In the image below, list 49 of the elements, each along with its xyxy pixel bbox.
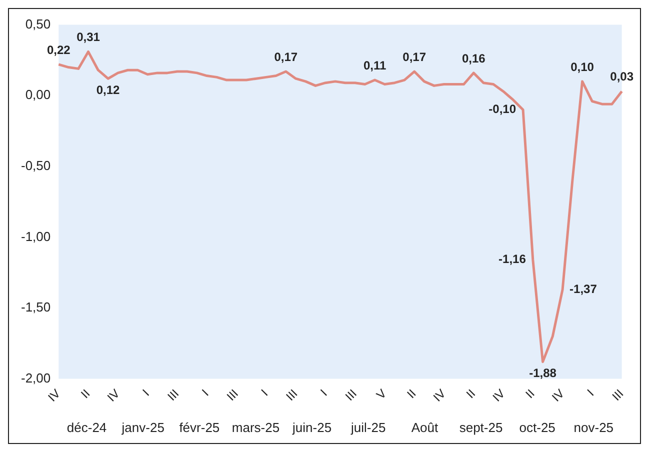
data-label: 0,17 <box>402 50 426 64</box>
data-label: 0,12 <box>96 82 120 97</box>
x-tick-label: I <box>140 386 152 399</box>
text: janv-25 <box>120 420 164 436</box>
y-tick-label: 0,50 <box>25 16 51 32</box>
x-tick-label: II <box>522 386 538 402</box>
x-tick-label: II <box>404 386 419 402</box>
data-label: -1,37 <box>570 282 598 296</box>
text: févr-25 <box>179 420 220 436</box>
text: juin-25 <box>292 420 332 436</box>
text: sept-25 <box>459 420 503 436</box>
data-label: -0,10 <box>488 102 516 116</box>
x-tick-label: I <box>258 386 271 399</box>
x-tick-label: III <box>164 386 182 404</box>
text: nov-25 <box>574 420 614 436</box>
data-label: 0,22 <box>46 42 71 57</box>
x-tick-label: IV <box>549 386 567 404</box>
x-tick-label: II <box>78 386 93 402</box>
text: juil-25 <box>350 420 386 436</box>
data-label: 0,03 <box>610 70 634 84</box>
x-tick-label: IV <box>430 386 448 404</box>
x-tick-label: IV <box>45 386 64 404</box>
y-tick-label: 0,00 <box>25 87 51 102</box>
x-tick-label: III <box>224 386 241 404</box>
x-tick-label: III <box>609 386 626 404</box>
data-label: 0,31 <box>76 30 100 44</box>
text: mars-25 <box>232 420 280 436</box>
data-label: -1,88 <box>529 366 557 380</box>
x-tick-label: I <box>199 386 212 399</box>
y-tick-label: -0,50 <box>20 158 51 173</box>
x-tick-label: II <box>463 386 478 402</box>
text: Août <box>411 420 438 436</box>
text: déc-24 <box>66 420 107 436</box>
y-tick-label: -1,50 <box>20 300 51 315</box>
data-label: 0,16 <box>462 51 486 66</box>
x-tick-label: IV <box>490 386 508 404</box>
x-tick-label: I <box>584 386 597 399</box>
x-tick-label: III <box>283 386 300 404</box>
y-tick-label: -2,00 <box>20 370 51 386</box>
x-tick-label: I <box>318 386 330 399</box>
data-label: -1,16 <box>498 252 526 266</box>
data-label: 0,10 <box>570 60 594 74</box>
y-tick-label: -1,00 <box>20 228 51 244</box>
x-tick-label: V <box>374 386 390 402</box>
data-label: 0,17 <box>274 50 298 64</box>
text: oct-25 <box>519 420 556 436</box>
x-tick-label: III <box>342 386 360 404</box>
data-label: 0,11 <box>363 58 386 72</box>
x-tick-label: IV <box>104 386 122 404</box>
